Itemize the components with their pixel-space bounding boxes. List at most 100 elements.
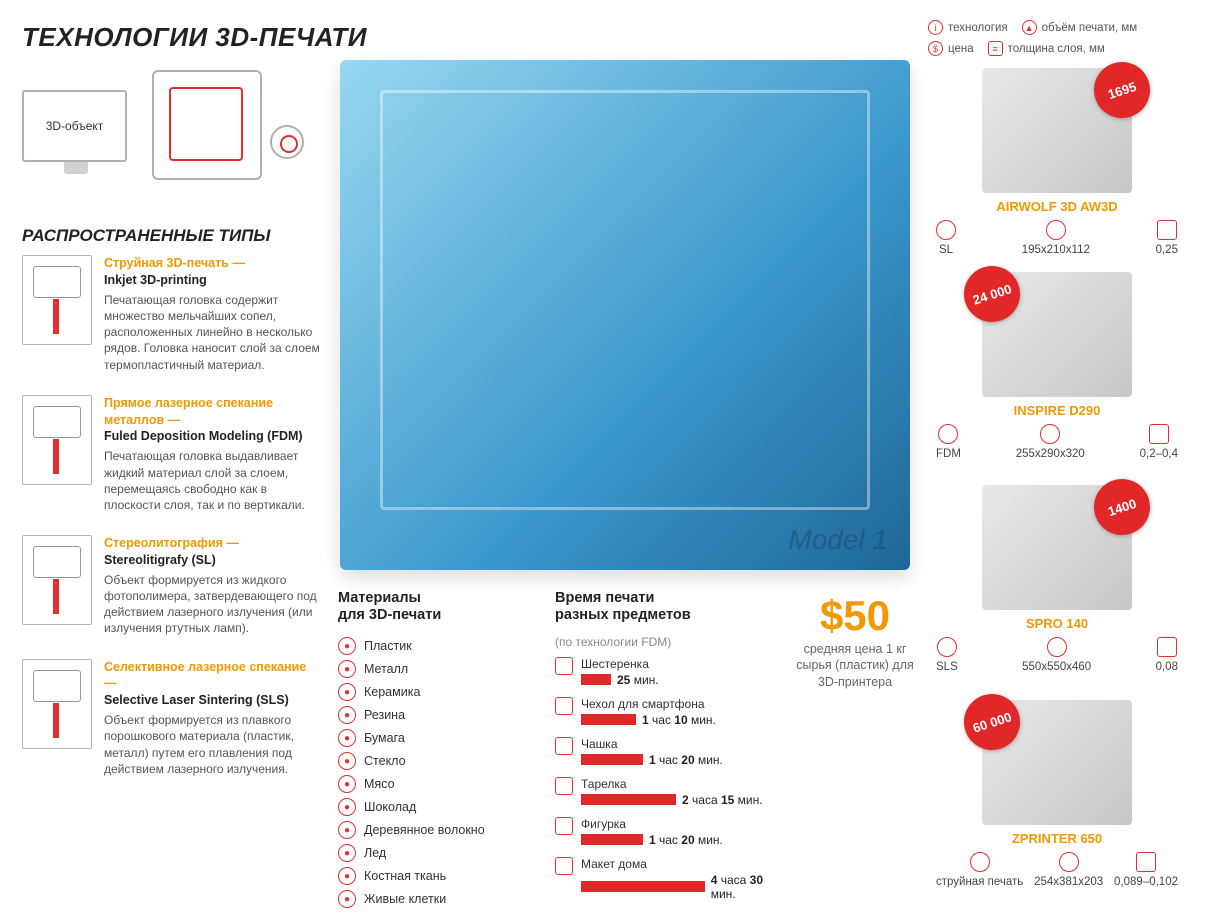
materials-heading: Материалы для 3D-печати <box>338 590 538 625</box>
material-icon: ● <box>338 752 356 770</box>
price-badge: 60 000 <box>957 687 1028 758</box>
material-item: ● Мясо <box>338 773 538 796</box>
time-item: Шестеренка25 мин. <box>555 657 775 687</box>
spec-layer-value: 0,08 <box>1156 661 1178 673</box>
material-item: ●Бумага <box>338 727 538 750</box>
spec-volume-value: 254x381x203 <box>1034 876 1103 888</box>
volume-icon <box>1040 424 1060 444</box>
material-icon: ● <box>338 706 356 724</box>
material-item: ●Деревянное волокно <box>338 819 538 842</box>
spec-layer-value: 0,25 <box>1156 244 1178 256</box>
material-label: Бумага <box>364 731 405 745</box>
printer-card: 1695AIRWOLF 3D AW3DSL195x210x1120,25 <box>926 68 1188 256</box>
material-item: ● Керамика <box>338 681 538 704</box>
type-name-en: Fuled Deposition Modeling (FDM) <box>104 428 322 445</box>
time-object-icon <box>555 857 573 875</box>
monitor-icon: 3D-объект <box>22 90 127 162</box>
printer-name: INSPIRE D290 <box>926 403 1188 418</box>
type-desc: Объект формируется из плавкого порошково… <box>104 712 322 777</box>
material-label: Шоколад <box>364 800 416 814</box>
material-label: Лед <box>364 846 386 860</box>
print-times-block: Время печати разных предметов (по технол… <box>555 590 775 911</box>
layer-icon: ≡ <box>988 41 1003 56</box>
type-desc: Печатающая головка содержит множество ме… <box>104 292 322 373</box>
spec-tech: SL <box>936 220 956 256</box>
material-icon: ● <box>338 798 356 816</box>
time-object-label: Макет дома <box>581 857 775 871</box>
price-caption: средняя цена 1 кг сырья (пластик) для 3D… <box>785 641 925 690</box>
material-label: Деревянное волокно <box>364 823 485 837</box>
material-label: Живые клетки <box>364 892 446 906</box>
material-icon: ● <box>338 844 356 862</box>
spec-volume: 254x381x203 <box>1034 852 1103 888</box>
time-value: 1 час 20 мин. <box>649 753 723 767</box>
fdm-icon <box>22 395 92 485</box>
material-item: ● Шоколад <box>338 796 538 819</box>
time-object-label: Чехол для смартфона <box>581 697 775 711</box>
types-heading: РАСПРОСТРАНЕННЫЕ ТИПЫ <box>22 226 270 246</box>
spool-icon <box>270 125 304 159</box>
price-big: $50 <box>785 595 925 637</box>
materials-block: Материалы для 3D-печати ●Пластик●Металл●… <box>338 590 538 911</box>
time-item: Тарелка2 часа 15 мин. <box>555 777 775 807</box>
material-icon: ● <box>338 775 356 793</box>
time-item: Макет дома4 часа 30 мин. <box>555 857 775 901</box>
legend-price: $ цена <box>928 41 974 56</box>
page-title: ТЕХНОЛОГИИ 3D-ПЕЧАТИ <box>22 22 367 53</box>
printer-name: ZPRINTER 650 <box>926 831 1188 846</box>
printer-photo: 60 000 <box>982 700 1132 825</box>
material-icon: ● <box>338 683 356 701</box>
material-item: ● Резина <box>338 704 538 727</box>
printer-card: 1400SPRO 140SLS550x550x4600,08 <box>926 485 1188 673</box>
inkjet-icon <box>22 255 92 345</box>
material-icon: ● <box>338 660 356 678</box>
workflow-diagram: 3D-объект <box>22 70 302 200</box>
type-name-ru: Стереолитография — <box>104 535 322 552</box>
spec-tech: SLS <box>936 637 958 673</box>
times-heading: Время печати разных предметов <box>555 590 775 625</box>
printer-photo: 1400 <box>982 485 1132 610</box>
spec-tech-value: FDM <box>936 448 961 460</box>
printer-card: 24 000INSPIRE D290FDM255x290x3200,2–0,4 <box>926 272 1188 460</box>
legend-layer: ≡ толщина слоя, мм <box>988 41 1105 56</box>
volume-icon <box>1059 852 1079 872</box>
sl-icon <box>22 535 92 625</box>
material-label: Стекло <box>364 754 406 768</box>
material-item: ● Лед <box>338 842 538 865</box>
material-item: ● Пластик <box>338 635 538 658</box>
time-bar <box>581 794 676 805</box>
avg-price-block: $50 средняя цена 1 кг сырья (пластик) дл… <box>785 595 925 690</box>
material-label: Мясо <box>364 777 395 791</box>
monitor-label: 3D-объект <box>46 119 104 133</box>
layer-icon <box>1149 424 1169 444</box>
type-name-ru: Прямое лазерное спекание металлов — <box>104 395 322 429</box>
sls-icon <box>22 659 92 749</box>
type-name-en: Stereolitigrafy (SL) <box>104 552 322 569</box>
tech-icon <box>970 852 990 872</box>
material-label: Резина <box>364 708 405 722</box>
material-label: Керамика <box>364 685 420 699</box>
tech-icon <box>938 424 958 444</box>
layer-icon <box>1136 852 1156 872</box>
time-bar <box>581 714 636 725</box>
material-icon: ● <box>338 637 356 655</box>
spec-layer: 0,2–0,4 <box>1140 424 1178 460</box>
printer-card: 60 000ZPRINTER 650струйная печать254x381… <box>926 700 1188 888</box>
printer-photo: 1695 <box>982 68 1132 193</box>
material-icon: ● <box>338 867 356 885</box>
tech-icon <box>936 220 956 240</box>
time-bar <box>581 674 611 685</box>
time-bar <box>581 881 705 892</box>
time-value: 25 мин. <box>617 673 659 687</box>
type-desc: Печатающая головка выдавливает жидкий ма… <box>104 448 322 513</box>
legend-volume: ▲ объём печати, мм <box>1022 20 1138 35</box>
times-subtitle: (по технологии FDM) <box>555 635 775 649</box>
material-label: Пластик <box>364 639 412 653</box>
type-item: Селективное лазерное спекание — Selectiv… <box>22 659 322 777</box>
legend: i технология ▲ объём печати, мм $ цена ≡… <box>928 20 1188 56</box>
time-item: Фигурка1 час 20 мин. <box>555 817 775 847</box>
type-name-en: Inkjet 3D-printing <box>104 272 322 289</box>
spec-volume: 550x550x460 <box>1022 637 1091 673</box>
type-item: Прямое лазерное спекание металлов — Fule… <box>22 395 322 513</box>
printer-photo: 24 000 <box>982 272 1132 397</box>
